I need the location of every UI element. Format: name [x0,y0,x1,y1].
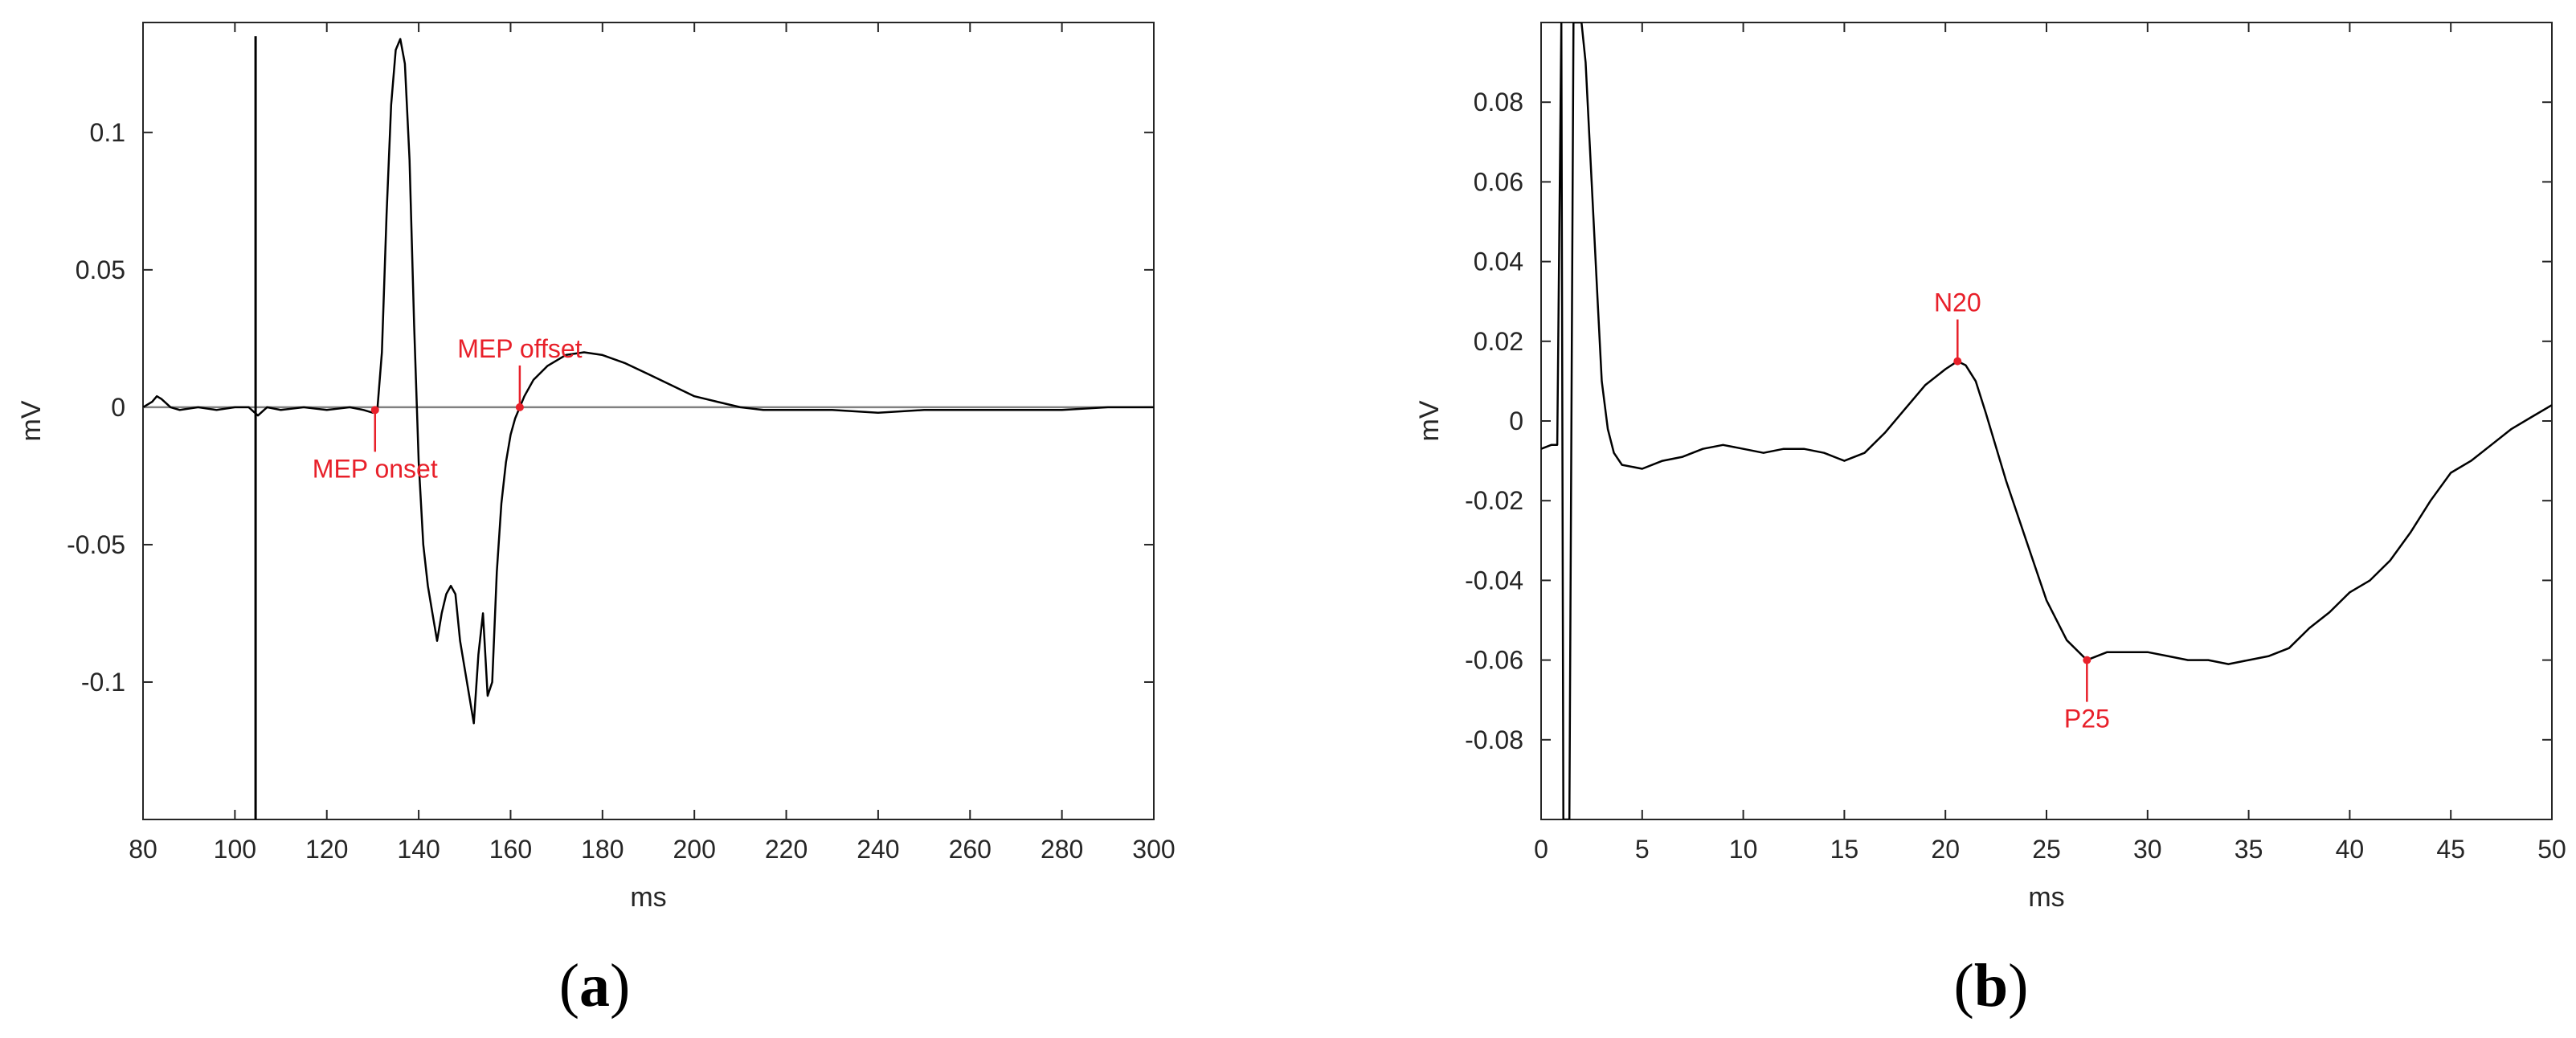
y-tick-label: -0.05 [67,530,125,559]
x-axis-label-b: ms [2028,882,2064,913]
y-ticks-a: 0.1 0.05 0 -0.05 -0.1 [67,118,1154,697]
x-ticks-b: 0 5 10 15 20 25 30 35 40 45 50 [1534,22,2566,864]
x-tick-label: 10 [1729,835,1758,864]
x-tick-label: 0 [1534,835,1548,864]
plot-area-b [1540,22,2553,820]
data-layer-b [1541,22,2552,819]
annotations-b: N20 P25 [1934,288,2110,734]
annotation-marker [515,403,524,411]
signal-trace [143,38,1154,725]
x-ticks-a: 80 100 120 140 160 180 200 220 240 260 280 300 [129,22,1176,864]
x-axis-label-a: ms [630,882,666,913]
panel-label-a: (a) [559,952,631,1020]
y-tick-label: 0.08 [1474,88,1523,116]
y-tick-label: 0.02 [1474,327,1523,356]
x-tick-label: 100 [214,835,256,864]
y-tick-label: 0.1 [90,118,125,147]
y-tick-label: -0.06 [1465,646,1523,675]
x-tick-label: 40 [2336,835,2365,864]
x-tick-label: 20 [1931,835,1960,864]
x-tick-label: 160 [489,835,532,864]
x-tick-label: 80 [129,835,157,864]
y-axis-label-a: mV [16,400,47,441]
x-tick-label: 120 [305,835,348,864]
x-tick-label: 280 [1041,835,1083,864]
y-axis-label-b: mV [1414,400,1445,441]
x-tick-label: 240 [857,835,899,864]
x-tick-label: 200 [673,835,715,864]
y-tick-label: 0.06 [1474,167,1523,196]
annotation-marker [370,406,379,415]
annotation-label: MEP onset [313,454,438,483]
y-tick-label: -0.1 [81,668,125,697]
annotations-a: MEP onset MEP offset [313,334,583,483]
annotation-marker [2083,656,2091,664]
x-tick-label: 180 [581,835,624,864]
y-ticks-b: 0.08 0.06 0.04 0.02 0 -0.02 -0.04 -0.06 -0.08 [1465,88,2552,754]
x-tick-label: 25 [2032,835,2061,864]
y-tick-label: 0 [111,393,125,422]
x-tick-label: 140 [397,835,440,864]
y-tick-label: 0.05 [76,255,125,284]
plot-area-a [142,22,1155,820]
y-tick-label: -0.08 [1465,725,1523,754]
x-tick-label: 300 [1132,835,1175,864]
x-tick-label: 35 [2235,835,2263,864]
x-tick-label: 50 [2537,835,2566,864]
annotation-label: MEP offset [457,334,582,363]
x-tick-label: 260 [949,835,992,864]
x-tick-label: 30 [2133,835,2162,864]
x-tick-label: 15 [1830,835,1859,864]
data-layer-a [143,36,1154,819]
x-tick-label: 220 [765,835,808,864]
y-tick-label: -0.02 [1465,486,1523,515]
y-tick-label: 0.04 [1474,247,1523,276]
x-tick-label: 45 [2436,835,2465,864]
y-tick-label: 0 [1509,407,1523,435]
annotation-label: P25 [2064,705,2110,734]
chart-panel-a: 0.1 0.05 0 -0.05 -0.1 80 100 120 140 160 180 200 22… [16,22,1176,1020]
panel-label-b: (b) [1954,952,2029,1020]
annotation-marker [1953,357,1962,366]
chart-panel-b: 0.08 0.06 0.04 0.02 0 -0.02 -0.04 -0.06 -0.08 0 5… [1414,22,2566,1020]
annotation-label: N20 [1934,288,1981,317]
signal-trace [1541,22,2552,819]
x-tick-label: 5 [1635,835,1650,864]
y-tick-label: -0.04 [1465,566,1523,595]
